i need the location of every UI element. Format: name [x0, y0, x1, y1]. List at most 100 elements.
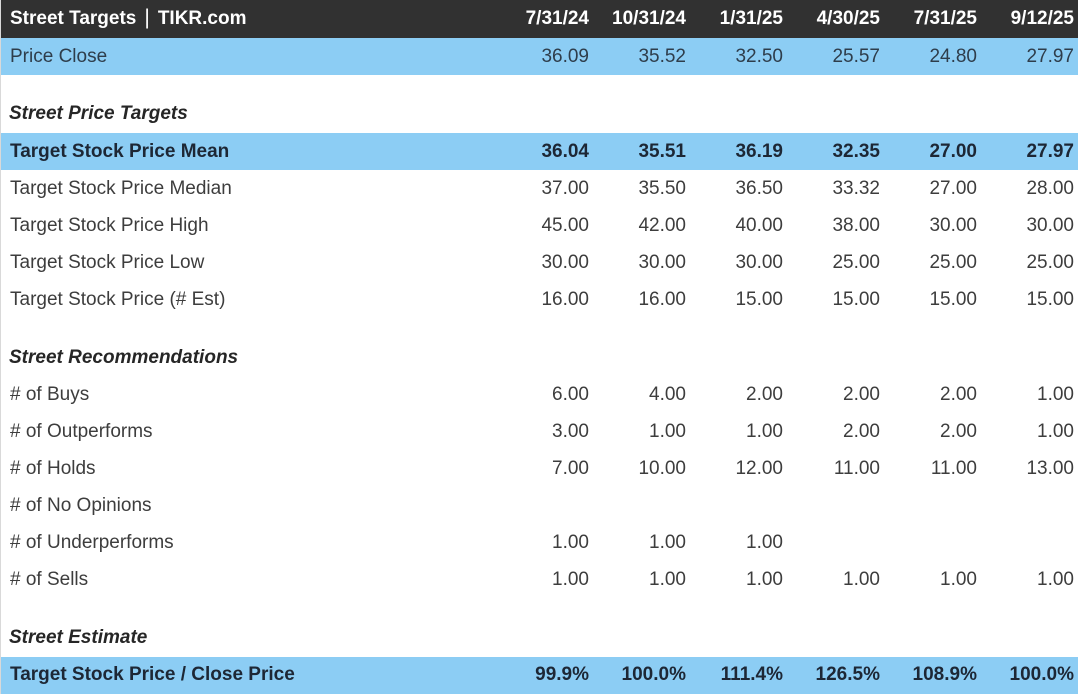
value-cell: 30.00	[638, 251, 686, 273]
value-cell: 30.00	[735, 251, 783, 273]
column-header-date: 9/12/25	[1010, 8, 1074, 29]
section-header-row: Street Estimate	[1, 618, 1078, 657]
table-row[interactable]: # of Outperforms 3.00 1.00 1.00 2.00 2.00 1.00	[1, 413, 1078, 451]
value-cell: 40.00	[735, 214, 783, 236]
value-cell: 1.00	[552, 569, 589, 591]
column-header-date: 4/30/25	[816, 8, 880, 29]
value-cell: 1.00	[552, 532, 589, 554]
value-cell: 16.00	[541, 288, 589, 310]
column-header-date: 10/31/24	[612, 8, 686, 29]
section-header-row: Street Recommendations	[1, 338, 1078, 377]
value-cell: 1.00	[746, 569, 783, 591]
brand-name: TIKR.com	[157, 8, 247, 29]
value-cell	[880, 532, 977, 554]
value-cell: 126.5%	[815, 664, 880, 686]
table-row[interactable]: # of Holds 7.00 10.00 12.00 11.00 11.00 13.00	[1, 450, 1078, 488]
row-label: # of Buys	[10, 384, 90, 406]
value-cell: 36.04	[541, 140, 589, 162]
value-cell: 25.00	[832, 251, 880, 273]
row-values: 45.00 42.00 40.00 38.00 30.00 30.00	[492, 215, 1078, 237]
value-cell: 1.00	[649, 421, 686, 443]
row-values: 30.00 30.00 30.00 25.00 25.00 25.00	[492, 252, 1078, 274]
value-cell: 30.00	[541, 251, 589, 273]
value-cell: 2.00	[940, 421, 977, 443]
row-values: 6.00 4.00 2.00 2.00 2.00 1.00	[492, 384, 1078, 406]
value-cell: 35.52	[638, 45, 686, 67]
table-title-group: Street Targets | TIKR.com	[1, 6, 492, 31]
value-cell: 15.00	[832, 288, 880, 310]
spacer-row	[1, 318, 1078, 339]
table-body: Price Close 36.09 35.52 32.50 25.57 24.80 27.9…	[1, 38, 1078, 694]
table-title: Street Targets	[10, 8, 137, 29]
value-cell: 42.00	[638, 214, 686, 236]
row-label: # of No Opinions	[10, 495, 152, 517]
value-cell: 11.00	[833, 458, 880, 480]
value-cell: 27.97	[1026, 45, 1074, 67]
row-values: 1.00 1.00 1.00 1.00 1.00 1.00	[492, 569, 1078, 591]
value-cell: 37.00	[541, 177, 589, 199]
value-cell: 99.9%	[535, 664, 589, 686]
table-row[interactable]: # of Sells 1.00 1.00 1.00 1.00 1.00 1.00	[1, 561, 1078, 599]
row-label: Target Stock Price Mean	[10, 140, 230, 162]
value-cell: 36.50	[735, 177, 783, 199]
table-row[interactable]: # of Buys 6.00 4.00 2.00 2.00 2.00 1.00	[1, 376, 1078, 414]
value-cell: 13.00	[1026, 458, 1074, 480]
title-separator: |	[144, 6, 150, 29]
value-cell: 4.00	[649, 384, 686, 406]
value-cell: 3.00	[552, 421, 589, 443]
value-cell: 38.00	[832, 214, 880, 236]
value-cell: 1.00	[940, 569, 977, 591]
row-values: 36.09 35.52 32.50 25.57 24.80 27.97	[492, 46, 1078, 68]
row-values: 7.00 10.00 12.00 11.00 11.00 13.00	[492, 458, 1078, 480]
table-row[interactable]: Price Close 36.09 35.52 32.50 25.57 24.80 27.9…	[1, 38, 1078, 75]
row-values: 16.00 16.00 15.00 15.00 15.00 15.00	[492, 289, 1078, 311]
value-cell: 35.50	[638, 177, 686, 199]
value-cell: 36.09	[541, 45, 589, 67]
value-cell: 32.50	[735, 45, 783, 67]
table-row[interactable]: # of No Opinions	[1, 487, 1078, 525]
table-row[interactable]: Target Stock Price (# Est) 16.00 16.00 15.0…	[1, 281, 1078, 319]
value-cell: 28.00	[1026, 177, 1074, 199]
value-cell: 45.00	[541, 214, 589, 236]
value-cell: 108.9%	[912, 664, 977, 686]
value-cell: 6.00	[552, 384, 589, 406]
section-header-row: Street Price Targets	[1, 95, 1078, 134]
value-cell: 11.00	[930, 458, 977, 480]
value-cell: 1.00	[1037, 569, 1074, 591]
row-label: # of Underperforms	[10, 532, 174, 554]
row-label: # of Outperforms	[10, 421, 153, 443]
row-label: Price Close	[10, 45, 108, 67]
section-header-label: Street Estimate	[9, 626, 148, 648]
table-row[interactable]: Target Stock Price Median 37.00 35.50 36.50…	[1, 170, 1078, 208]
table-row[interactable]: Target Stock Price Mean 36.04 35.51 36.19 32…	[1, 133, 1078, 171]
table-row[interactable]: Target Stock Price / Close Price 99.9% 100…	[1, 656, 1078, 694]
value-cell: 33.32	[832, 177, 880, 199]
value-cell: 100.0%	[1009, 664, 1074, 686]
value-cell: 2.00	[746, 384, 783, 406]
table-row[interactable]: # of Underperforms 1.00 1.00 1.00	[1, 524, 1078, 562]
table-header-row: Street Targets | TIKR.com 7/31/24 10/31/2…	[1, 0, 1078, 38]
value-cell: 27.00	[929, 177, 977, 199]
value-cell: 16.00	[638, 288, 686, 310]
row-values: 1.00 1.00 1.00	[492, 532, 1078, 554]
value-cell: 24.80	[929, 45, 977, 67]
value-cell: 25.57	[832, 45, 880, 67]
column-header-date: 7/31/25	[913, 8, 977, 29]
row-values: 3.00 1.00 1.00 2.00 2.00 1.00	[492, 421, 1078, 443]
value-cell: 10.00	[638, 458, 686, 480]
table-row[interactable]: Target Stock Price Low 30.00 30.00 30.00 25.…	[1, 244, 1078, 282]
value-cell: 1.00	[1037, 384, 1074, 406]
section-header-label: Street Recommendations	[9, 346, 239, 368]
date-column-headers: 7/31/24 10/31/24 1/31/25 4/30/25 7/31/25 9/12…	[492, 8, 1078, 30]
value-cell: 15.00	[929, 288, 977, 310]
value-cell: 1.00	[649, 569, 686, 591]
value-cell: 25.00	[929, 251, 977, 273]
section-header-label: Street Price Targets	[9, 103, 188, 125]
row-label: Target Stock Price Low	[10, 251, 205, 273]
value-cell: 1.00	[843, 569, 880, 591]
value-cell: 27.00	[929, 140, 977, 162]
value-cell: 1.00	[649, 532, 686, 554]
table-row[interactable]: Target Stock Price High 45.00 42.00 40.00 38…	[1, 207, 1078, 245]
value-cell: 111.4%	[720, 664, 783, 686]
